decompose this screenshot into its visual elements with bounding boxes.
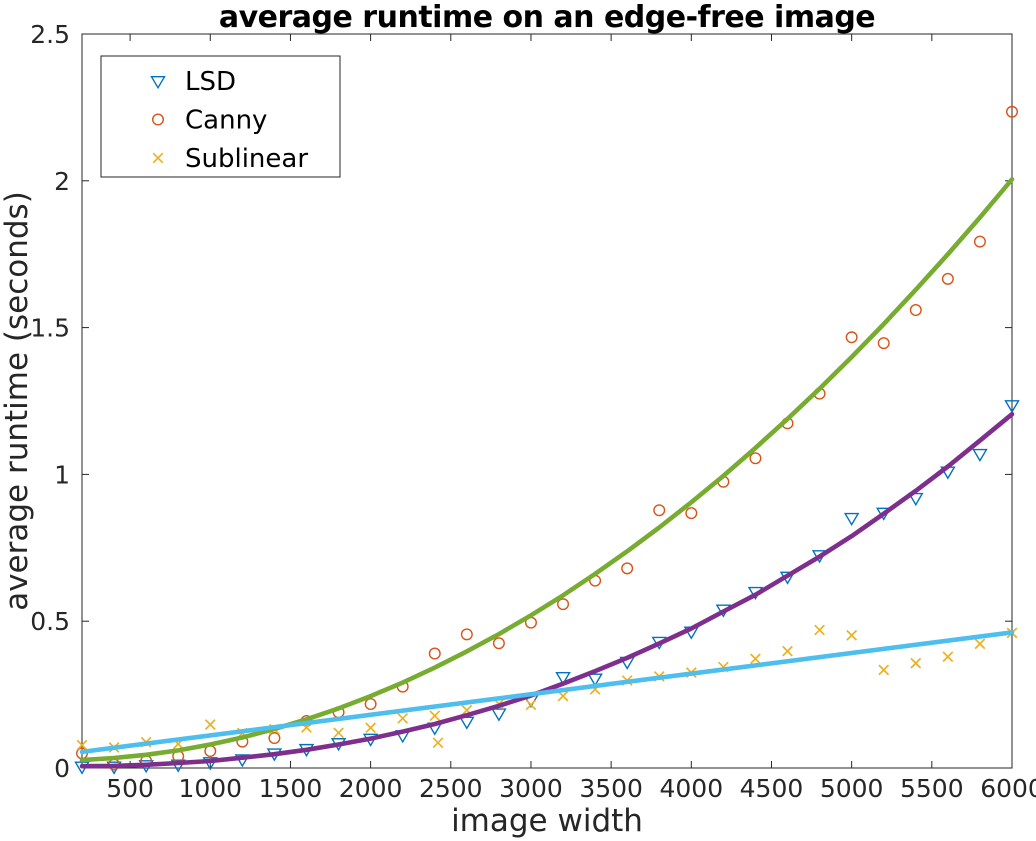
lsd-marker — [234, 754, 251, 768]
sublinear-marker — [557, 690, 569, 702]
canny-marker — [909, 303, 922, 316]
x-tick-label: 500 — [106, 774, 154, 803]
canny-marker — [557, 598, 570, 611]
x-tick-label: 3500 — [579, 774, 643, 803]
legend-label-lsd: LSD — [185, 67, 236, 97]
sublinear-marker — [333, 727, 344, 739]
chart-title: average runtime on an edge-free image — [219, 0, 875, 35]
x-tick-label: 5500 — [900, 774, 964, 803]
legend-item-lsd: LSD — [150, 67, 236, 97]
lsd-marker — [843, 512, 860, 527]
sublinear-marker — [910, 657, 922, 669]
legend-item-sublinear: Sublinear — [152, 144, 308, 174]
legend-marker-lsd — [150, 76, 166, 90]
sublinear-marker — [76, 739, 88, 751]
x-tick-label: 4000 — [659, 774, 723, 803]
canny-marker — [685, 507, 698, 520]
canny-marker — [364, 697, 377, 710]
sublinear-marker — [432, 737, 444, 749]
fit-line-sublinear-fit — [79, 630, 1015, 755]
legend-box — [100, 55, 341, 178]
series-canny — [75, 105, 1019, 771]
legend-item-canny: Canny — [151, 106, 267, 136]
canny-marker — [973, 235, 986, 248]
sublinear-marker — [974, 638, 986, 650]
sublinear-marker — [429, 710, 441, 722]
y-tick-label: 0 — [54, 754, 70, 783]
y-tick-label: 1 — [54, 460, 70, 489]
sublinear-marker — [942, 651, 954, 663]
canny-marker — [1006, 105, 1019, 118]
lsd-marker — [587, 673, 603, 687]
y-axis-label: average runtime (seconds) — [0, 191, 35, 611]
x-tick-label: 1000 — [178, 774, 242, 803]
lsd-marker — [1004, 400, 1020, 414]
lsd-marker — [972, 448, 988, 463]
plot-area: 500 1000 1500 2000 2500 3000 3500 4000 4500 5000 5… — [30, 20, 1036, 803]
x-axis-label: image width — [451, 803, 643, 839]
y-tick-label: 2.5 — [30, 20, 70, 49]
sublinear-marker — [814, 624, 825, 636]
lsd-marker — [555, 671, 571, 686]
x-tick-label: 6000 — [980, 774, 1036, 803]
y-tick-label: 1.5 — [30, 314, 70, 343]
x-tick-label: 3000 — [499, 774, 563, 803]
canny-marker — [621, 562, 634, 575]
canny-marker — [268, 732, 281, 745]
canny-marker — [845, 331, 858, 344]
sublinear-marker — [397, 712, 409, 724]
sublinear-marker — [204, 719, 216, 730]
canny-marker — [653, 504, 666, 517]
legend-marker-sublinear — [152, 152, 164, 164]
lsd-marker — [491, 708, 507, 722]
canny-marker — [492, 637, 505, 650]
x-tick-label: 5000 — [820, 774, 884, 803]
sublinear-marker — [878, 664, 890, 676]
sublinear-marker — [750, 653, 761, 665]
sublinear-marker — [846, 629, 858, 641]
canny-marker — [877, 337, 890, 350]
sublinear-marker — [365, 722, 377, 734]
sublinear-marker — [782, 645, 793, 657]
x-tick-label: 2000 — [339, 774, 403, 803]
legend-marker-canny — [151, 113, 164, 126]
sublinear-marker — [461, 704, 473, 716]
sublinear-marker — [525, 699, 537, 711]
legend-label-canny: Canny — [185, 106, 267, 136]
lsd-marker — [170, 759, 186, 773]
legend-label-sublinear: Sublinear — [185, 144, 308, 174]
canny-marker — [428, 647, 441, 660]
x-tick-label: 4500 — [740, 774, 804, 803]
fit-line-lsd-fit — [79, 411, 1015, 769]
y-tick-label: 0.5 — [30, 607, 70, 636]
x-tick-label: 2500 — [419, 774, 483, 803]
y-tick-label: 2 — [54, 167, 70, 196]
lsd-marker — [459, 716, 475, 730]
series-lsd — [74, 400, 1020, 775]
legend: LSD Canny Sublinear — [100, 55, 341, 178]
canny-marker — [460, 628, 473, 641]
canny-marker — [941, 272, 954, 285]
fit-line-canny-fit — [79, 177, 1015, 763]
canny-marker — [749, 452, 762, 465]
x-tick-label: 1500 — [259, 774, 323, 803]
